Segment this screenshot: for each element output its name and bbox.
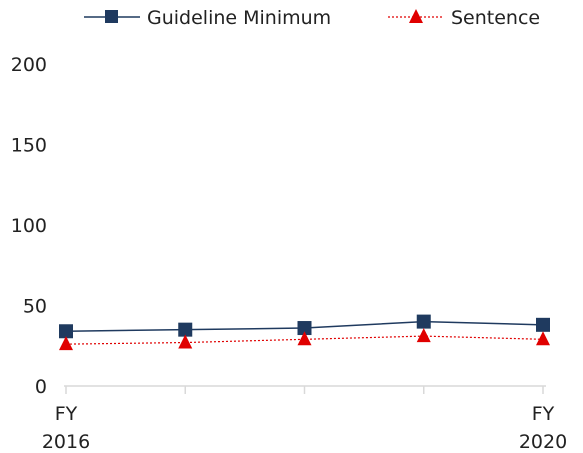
legend: Guideline Minimum Sentence xyxy=(84,7,540,29)
x-tick-label: FY xyxy=(55,403,78,425)
legend-label-sentence: Sentence xyxy=(451,7,540,29)
legend-item-guideline-minimum: Guideline Minimum xyxy=(84,7,331,29)
x-tick-label: 2020 xyxy=(519,431,567,453)
series-line-sentence xyxy=(65,335,544,345)
legend-label-guideline-minimum: Guideline Minimum xyxy=(147,7,331,29)
legend-triangle-marker-icon xyxy=(409,9,423,23)
data-point-sentence xyxy=(59,336,73,351)
y-tick-label: 150 xyxy=(11,135,47,157)
data-point-guideline-minimum xyxy=(59,324,73,339)
y-tick-label: 0 xyxy=(35,376,47,398)
y-axis: 0 50 100 150 200 xyxy=(11,54,47,398)
legend-item-sentence: Sentence xyxy=(388,7,540,29)
x-axis: FY 2016 FY 2020 xyxy=(42,385,567,453)
data-point-guideline-minimum xyxy=(297,321,312,336)
y-tick-label: 200 xyxy=(11,54,47,76)
y-tick-label: 100 xyxy=(11,215,47,237)
data-point-guideline-minimum xyxy=(416,314,431,329)
data-point-sentence xyxy=(178,334,193,349)
data-point-sentence xyxy=(416,328,431,343)
data-point-sentence xyxy=(536,331,550,346)
data-point-guideline-minimum xyxy=(178,322,193,337)
y-tick-label: 50 xyxy=(23,296,47,318)
x-tick-label: 2016 xyxy=(42,431,90,453)
plot-area xyxy=(59,314,550,351)
data-point-sentence xyxy=(297,331,312,346)
x-tick-label: FY xyxy=(532,403,555,425)
data-point-guideline-minimum xyxy=(536,317,550,332)
legend-square-marker-icon xyxy=(105,10,118,23)
